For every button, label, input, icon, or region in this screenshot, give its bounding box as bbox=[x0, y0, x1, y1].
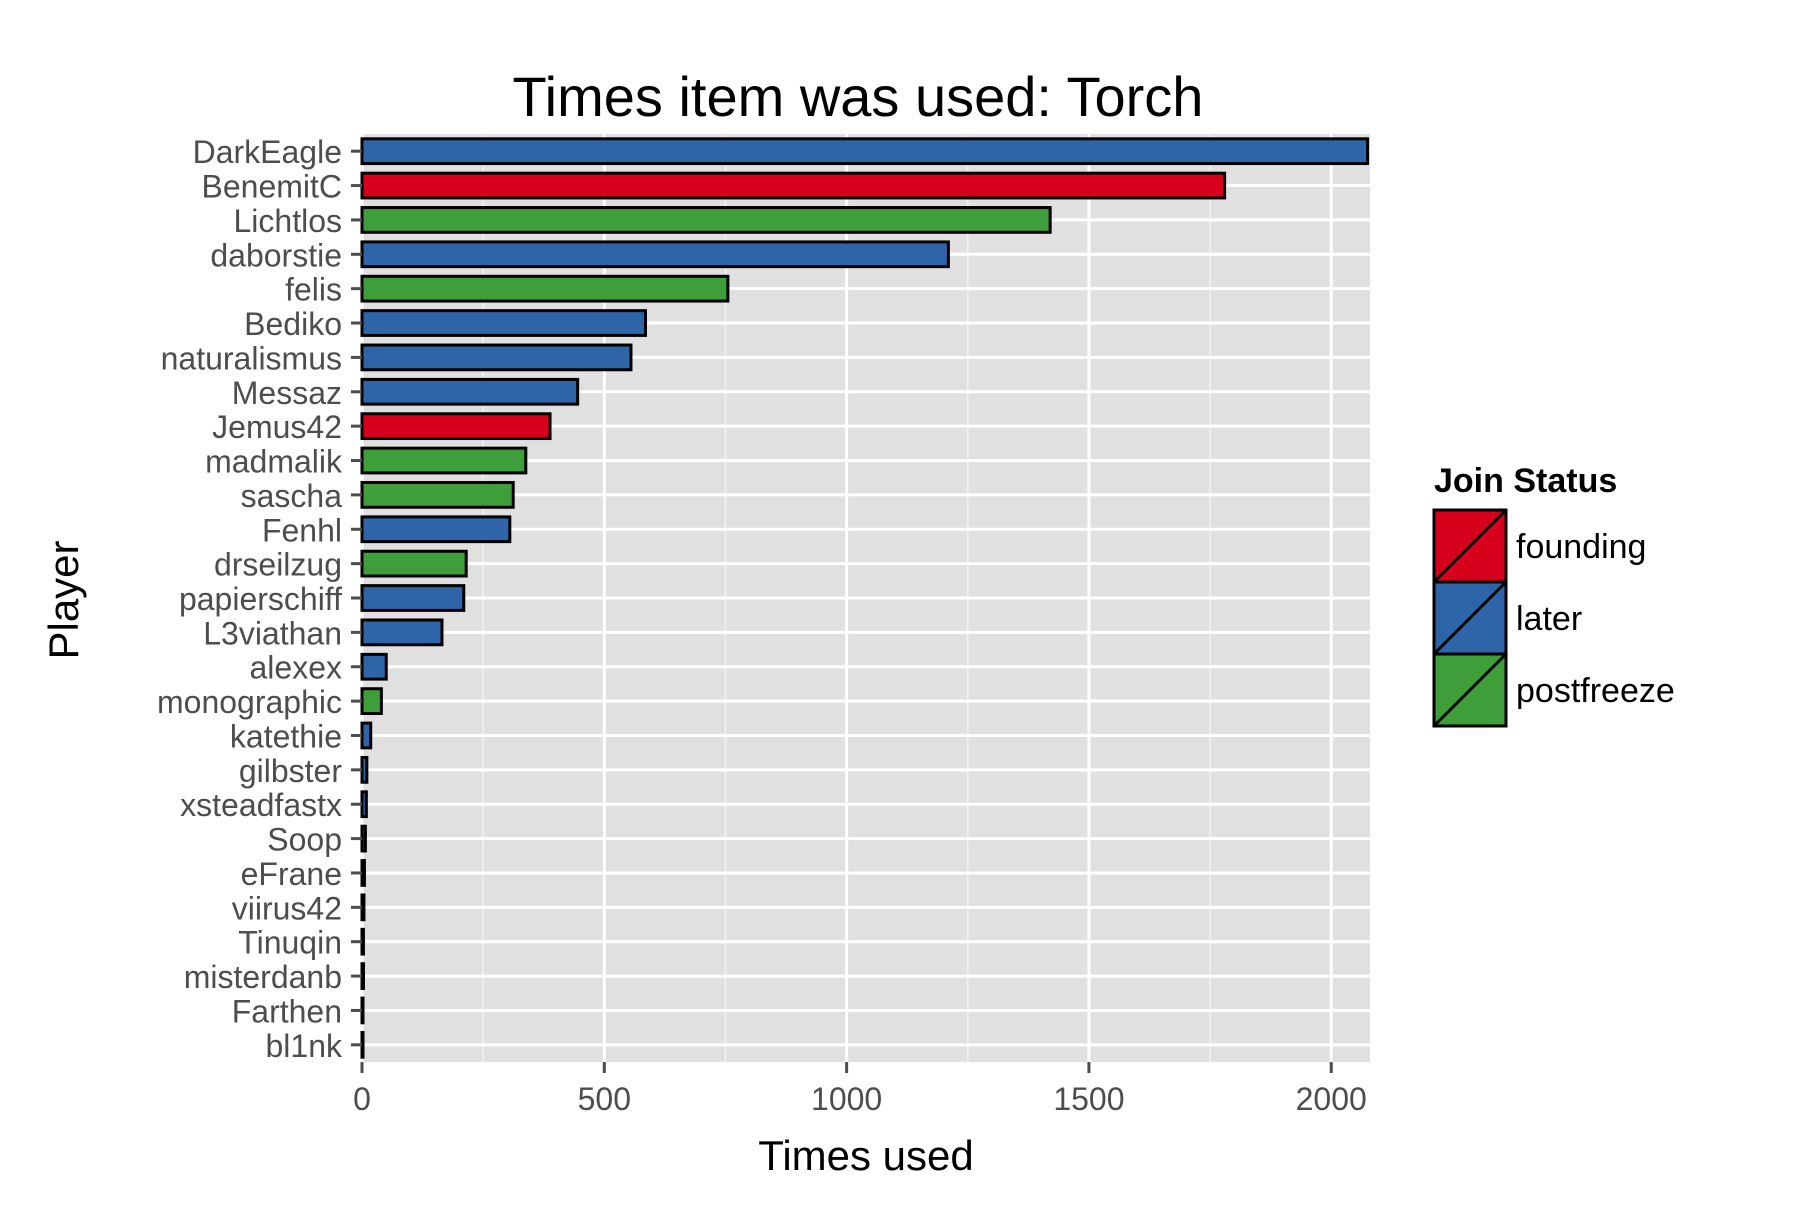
x-tick-label: 500 bbox=[578, 1081, 631, 1117]
y-tick-label: DarkEagle bbox=[193, 134, 342, 170]
y-tick-label: katethie bbox=[230, 718, 342, 754]
y-tick-label: alexex bbox=[250, 650, 343, 686]
bar-naturalismus bbox=[360, 343, 633, 372]
legend-label: founding bbox=[1516, 528, 1646, 566]
bar-Tinuqin bbox=[360, 927, 365, 956]
bar-DarkEagle bbox=[360, 137, 1370, 166]
bar-papierschiff bbox=[360, 584, 466, 612]
y-tick-label: bl1nk bbox=[266, 1028, 344, 1064]
bar-gilbster bbox=[360, 755, 369, 784]
x-axis: 0 500 1000 1500 2000 bbox=[353, 1062, 1367, 1117]
bar-Bediko bbox=[360, 309, 647, 337]
x-tick-label: 2000 bbox=[1296, 1081, 1367, 1117]
bar-L3viathan bbox=[360, 618, 444, 647]
y-tick-label: naturalismus bbox=[161, 340, 342, 376]
y-tick-label: drseilzug bbox=[214, 547, 342, 583]
y-tick-label: Soop bbox=[267, 822, 342, 858]
x-tick-label: 0 bbox=[353, 1081, 371, 1117]
bar-felis bbox=[360, 274, 730, 303]
y-tick-label: felis bbox=[285, 272, 342, 308]
y-tick-label: papierschiff bbox=[179, 581, 342, 617]
x-tick-label: 1500 bbox=[1053, 1081, 1124, 1117]
bar-BenemitC bbox=[360, 171, 1227, 200]
y-axis-title: Player bbox=[40, 540, 87, 659]
legend: Join Status founding later postfreeze bbox=[1432, 462, 1675, 728]
chart-title: Times item was used: Torch bbox=[513, 65, 1204, 128]
y-tick-label: Bediko bbox=[244, 306, 342, 342]
legend-item-founding: founding bbox=[1432, 508, 1646, 584]
y-tick-label: madmalik bbox=[205, 444, 343, 480]
y-tick-label: Tinuqin bbox=[238, 925, 342, 961]
bar-Farthen bbox=[360, 996, 365, 1025]
y-tick-label: Lichtlos bbox=[234, 203, 343, 239]
y-tick-label: Fenhl bbox=[262, 512, 342, 548]
legend-swatch-diagonal bbox=[1432, 508, 1508, 584]
y-tick-label: Farthen bbox=[232, 993, 342, 1029]
y-tick-label: misterdanb bbox=[184, 959, 342, 995]
y-tick-label: BenemitC bbox=[202, 169, 343, 205]
y-tick-label: Jemus42 bbox=[212, 409, 342, 445]
y-tick-label: sascha bbox=[241, 478, 343, 514]
y-tick-label: L3viathan bbox=[203, 615, 342, 651]
y-tick-label: monographic bbox=[157, 684, 342, 720]
bar-Messaz bbox=[360, 377, 580, 406]
y-axis: DarkEagleBenemitCLichtlosdaborstiefelisB… bbox=[157, 134, 362, 1064]
y-tick-label: gilbster bbox=[239, 753, 343, 789]
bars bbox=[360, 137, 1370, 1059]
bar-katethie bbox=[360, 721, 373, 750]
y-tick-label: eFrane bbox=[241, 856, 342, 892]
bar-eFrane bbox=[360, 859, 366, 887]
legend-label: postfreeze bbox=[1516, 672, 1675, 710]
bar-misterdanb bbox=[360, 962, 365, 990]
x-axis-title: Times used bbox=[758, 1132, 974, 1179]
x-tick-label: 1000 bbox=[811, 1081, 882, 1117]
bar-Soop bbox=[360, 824, 367, 853]
bar-Jemus42 bbox=[360, 412, 552, 441]
y-tick-label: viirus42 bbox=[232, 890, 342, 926]
bar-daborstie bbox=[360, 240, 950, 269]
bar-Fenhl bbox=[360, 515, 512, 544]
bar-sascha bbox=[360, 481, 515, 509]
legend-item-later: later bbox=[1432, 580, 1582, 656]
legend-label: later bbox=[1516, 600, 1582, 638]
legend-title: Join Status bbox=[1434, 462, 1617, 500]
legend-item-postfreeze: postfreeze bbox=[1432, 652, 1675, 728]
legend-swatch-diagonal bbox=[1432, 580, 1508, 656]
y-tick-label: daborstie bbox=[210, 237, 342, 273]
bar-monographic bbox=[360, 687, 383, 715]
y-tick-label: Messaz bbox=[232, 375, 342, 411]
bar-madmalik bbox=[360, 446, 528, 475]
bar-Lichtlos bbox=[360, 206, 1052, 234]
bar-drseilzug bbox=[360, 549, 468, 578]
bar-alexex bbox=[360, 652, 388, 681]
bar-bl1nk bbox=[360, 1030, 365, 1059]
legend-swatch-diagonal bbox=[1432, 652, 1508, 728]
y-tick-label: xsteadfastx bbox=[180, 787, 342, 823]
bar-viirus42 bbox=[360, 893, 366, 922]
bar-xsteadfastx bbox=[360, 790, 368, 819]
